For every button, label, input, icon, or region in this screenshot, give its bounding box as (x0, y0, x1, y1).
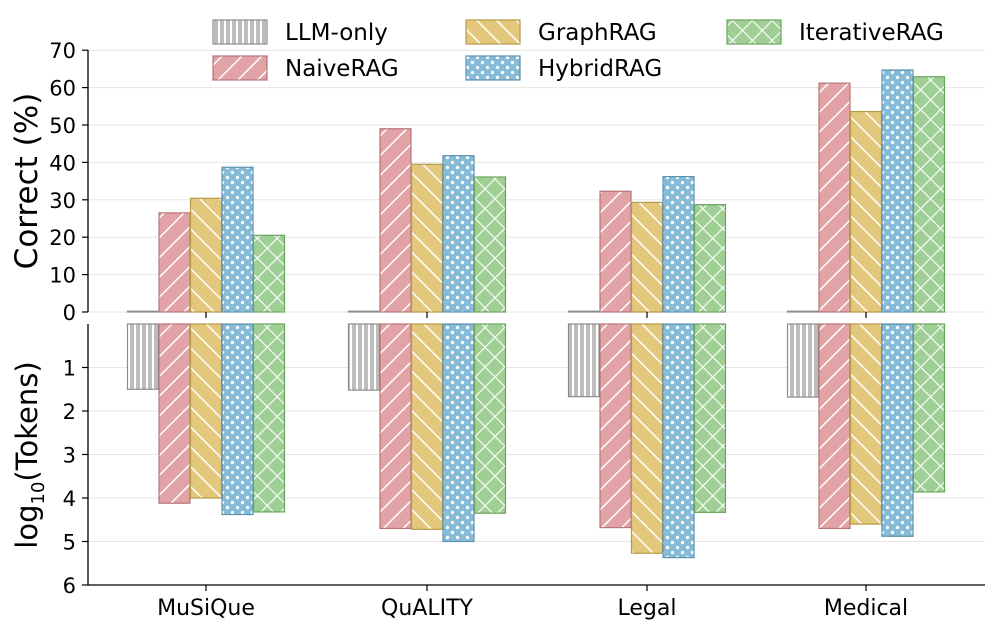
category-label-quality: QuALITY (381, 596, 473, 621)
correct-bar-hybridrag-musique (221, 166, 254, 313)
tokens-bar-naiverag-medical (818, 323, 851, 530)
legend-swatch-iterativerag (726, 19, 782, 45)
top-y-tick-label: 20 (49, 226, 76, 250)
bottom-y-tick-label: 5 (63, 531, 76, 555)
tokens-bar-graphrag-legal (630, 323, 664, 554)
legend-label-graphrag: GraphRAG (538, 20, 657, 46)
correct-bar-naiverag-musique (158, 212, 191, 313)
correct-bar-llm-only-legal (567, 310, 601, 313)
tokens-bar-hybridrag-legal (662, 323, 695, 559)
correct-bar-iterativerag-musique (252, 234, 286, 313)
bottom-y-tick-label: 1 (63, 357, 76, 381)
category-label-legal: Legal (618, 596, 677, 621)
tokens-bar-llm-only-musique (126, 323, 160, 390)
tokens-bar-llm-only-quality (347, 323, 381, 391)
tokens-bar-hybridrag-medical (881, 323, 914, 537)
top-y-tick-label: 50 (49, 114, 76, 138)
tokens-bar-naiverag-legal (599, 323, 632, 529)
bottom-y-tick-label: 2 (63, 400, 76, 424)
bottom-y-tick-label: 4 (63, 487, 76, 511)
legend-label-iterativerag: IterativeRAG (799, 20, 944, 46)
correct-bar-iterativerag-legal (693, 204, 727, 313)
tokens-bar-naiverag-quality (379, 323, 412, 530)
tokens-bar-iterativerag-quality (473, 323, 507, 514)
top-y-tick-label: 0 (63, 301, 76, 325)
correct-bar-hybridrag-medical (881, 69, 914, 313)
tokens-bar-iterativerag-legal (693, 323, 727, 513)
correct-bar-naiverag-legal (599, 190, 632, 313)
legend-label-llm-only: LLM-only (285, 20, 388, 46)
correct-bar-iterativerag-medical (912, 76, 946, 313)
tokens-bar-naiverag-musique (158, 323, 191, 504)
tokens-bar-iterativerag-medical (912, 323, 946, 493)
correct-bar-iterativerag-quality (473, 176, 507, 313)
top-y-axis-title: Correct (%) (9, 93, 45, 270)
correct-bar-graphrag-musique (189, 197, 223, 313)
bottom-y-tick-label: 3 (63, 444, 76, 468)
legend-swatch-hybridrag (465, 55, 521, 81)
tokens-bar-graphrag-musique (189, 323, 223, 499)
correct-bar-hybridrag-legal (662, 176, 695, 313)
correct-bar-naiverag-medical (818, 82, 851, 313)
top-y-tick-label: 70 (49, 39, 76, 63)
correct-bar-hybridrag-quality (442, 155, 475, 313)
correct-bar-llm-only-musique (126, 310, 160, 313)
tokens-bar-llm-only-medical (786, 323, 820, 398)
category-label-medical: Medical (824, 596, 908, 621)
tokens-bar-iterativerag-musique (252, 323, 286, 513)
top-y-tick-label: 10 (49, 264, 76, 288)
bottom-y-tick-label: 6 (63, 574, 76, 598)
tokens-bar-llm-only-legal (567, 323, 601, 398)
legend-swatch-naiverag (212, 55, 268, 81)
correct-bar-naiverag-quality (379, 128, 412, 313)
top-y-tick-label: 40 (49, 151, 76, 175)
correct-bar-llm-only-quality (347, 310, 381, 313)
top-y-tick-label: 60 (49, 77, 76, 101)
tokens-bar-graphrag-quality (410, 323, 444, 530)
tokens-bar-hybridrag-musique (221, 323, 254, 516)
correct-bar-graphrag-medical (849, 110, 883, 313)
legend-swatch-llm-only (212, 19, 268, 45)
legend-label-hybridrag: HybridRAG (538, 56, 662, 82)
legend-swatch-graphrag (465, 19, 521, 45)
tokens-bar-hybridrag-quality (442, 323, 475, 543)
tokens-bar-graphrag-medical (849, 323, 883, 525)
bottom-y-axis-title: log10(Tokens) (10, 361, 49, 548)
correct-bar-graphrag-quality (410, 163, 444, 313)
top-y-tick-label: 30 (49, 189, 76, 213)
legend-label-naiverag: NaiveRAG (285, 56, 399, 82)
correct-bar-graphrag-legal (630, 201, 664, 313)
category-label-musique: MuSiQue (157, 596, 255, 621)
legend: LLM-only GraphRAG IterativeRAG NaiveRAG Hybr… (212, 19, 944, 82)
correct-bar-llm-only-medical (786, 310, 820, 313)
